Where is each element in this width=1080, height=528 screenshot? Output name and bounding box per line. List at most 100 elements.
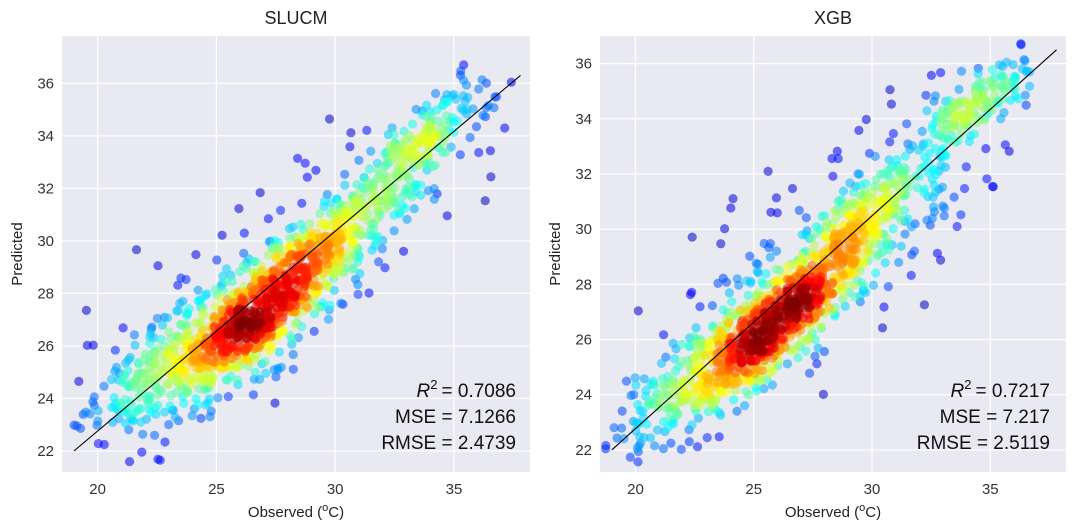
data-point — [411, 149, 421, 159]
tick-labels: 20 25 30 35 22 24 26 28 30 32 34 36 — [575, 56, 998, 498]
data-point — [818, 389, 829, 399]
data-point — [969, 129, 980, 139]
data-point — [805, 368, 815, 378]
data-point — [196, 413, 206, 423]
data-point — [451, 94, 461, 104]
data-point — [403, 182, 414, 192]
data-point — [288, 349, 298, 360]
data-point — [72, 421, 82, 431]
data-point — [259, 284, 269, 294]
data-point — [989, 80, 999, 91]
rmse-stat: RMSE = 2.5119 — [917, 433, 1050, 454]
data-point — [659, 381, 669, 391]
data-point — [751, 258, 761, 268]
data-point — [175, 298, 185, 308]
data-point — [349, 237, 359, 247]
data-point — [740, 401, 750, 411]
data-point — [840, 301, 850, 311]
data-point — [208, 372, 218, 382]
data-point — [175, 366, 185, 376]
data-point — [664, 412, 675, 422]
data-point — [728, 194, 738, 204]
data-point — [1001, 76, 1011, 86]
y-tick-label: 22 — [37, 443, 54, 460]
data-point — [979, 115, 990, 125]
data-point — [434, 116, 444, 127]
data-point — [156, 334, 166, 345]
data-point — [335, 199, 345, 209]
data-point — [1002, 57, 1012, 67]
data-point — [1000, 140, 1010, 150]
data-point — [336, 267, 347, 277]
data-point — [385, 141, 395, 151]
data-point — [750, 327, 760, 337]
data-point — [836, 280, 847, 290]
data-point — [305, 219, 315, 229]
data-point — [691, 323, 701, 333]
data-point — [794, 205, 804, 215]
data-point — [964, 113, 974, 123]
data-point — [131, 245, 142, 255]
data-point — [235, 334, 245, 344]
data-point — [673, 409, 683, 419]
data-point — [138, 429, 148, 439]
data-point — [655, 395, 665, 405]
data-point — [903, 214, 913, 224]
data-point — [927, 213, 937, 223]
data-point — [246, 282, 256, 292]
data-point — [824, 303, 834, 313]
data-point — [1020, 90, 1030, 100]
data-point — [746, 278, 756, 288]
data-point — [680, 388, 690, 399]
data-point — [601, 440, 611, 451]
data-point — [928, 192, 938, 202]
x-tick-label: 20 — [627, 481, 644, 498]
data-point — [900, 229, 910, 239]
data-point — [114, 414, 124, 424]
data-point — [718, 273, 728, 283]
data-point — [668, 338, 678, 348]
data-point — [397, 146, 408, 157]
data-point — [782, 359, 793, 369]
y-tick-label: 28 — [575, 276, 592, 293]
data-point — [645, 433, 656, 443]
data-point — [804, 314, 814, 324]
data-point — [621, 376, 632, 386]
data-point — [276, 362, 286, 372]
data-point — [718, 305, 728, 315]
xgb-panel: 20 25 30 35 22 24 26 28 30 32 34 36 XGB Observed (o… — [547, 8, 1066, 521]
data-point — [868, 223, 878, 233]
data-point — [428, 131, 439, 141]
data-point — [212, 255, 222, 265]
data-point — [255, 374, 265, 384]
y-tick-label: 32 — [37, 180, 54, 197]
data-point — [300, 279, 310, 289]
data-point — [202, 289, 212, 299]
data-point — [372, 203, 383, 213]
data-point — [140, 379, 150, 389]
data-point — [380, 263, 390, 273]
data-point — [966, 100, 977, 110]
data-point — [879, 302, 889, 312]
data-point — [896, 241, 906, 251]
data-point — [342, 248, 352, 258]
data-point — [885, 137, 895, 147]
x-tick-label: 25 — [745, 481, 762, 498]
data-point — [173, 305, 183, 316]
data-point — [260, 357, 270, 367]
data-point — [631, 380, 641, 390]
data-point — [883, 165, 893, 175]
data-point — [745, 251, 755, 261]
data-point — [815, 272, 826, 282]
data-point — [936, 68, 946, 78]
data-point — [1021, 100, 1031, 110]
data-point — [81, 305, 91, 315]
data-point — [917, 126, 927, 136]
y-tick-label: 30 — [37, 233, 54, 250]
data-point — [163, 313, 173, 323]
data-point — [354, 155, 364, 165]
data-point — [187, 357, 197, 367]
y-tick-label: 24 — [575, 387, 592, 404]
data-point — [295, 251, 305, 261]
data-point — [784, 314, 795, 324]
